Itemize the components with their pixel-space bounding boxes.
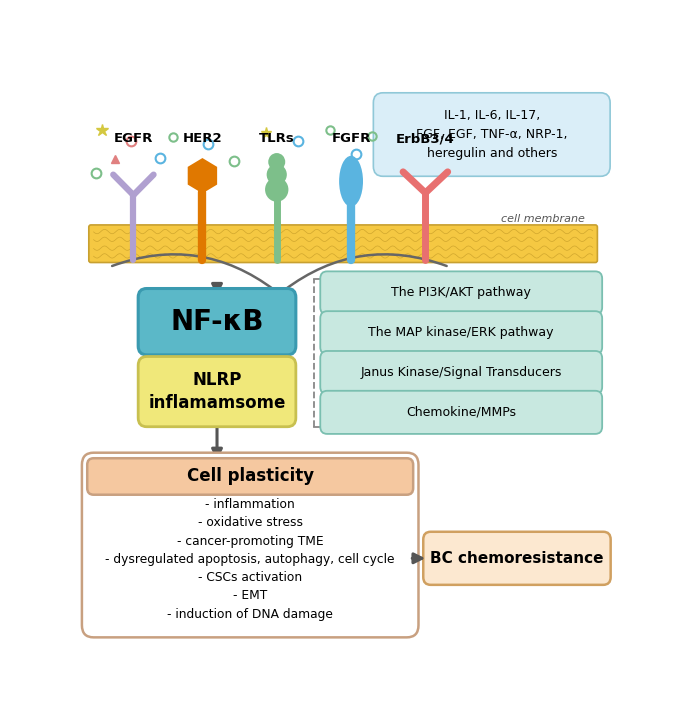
Text: ErbB3/4: ErbB3/4 [396, 132, 455, 145]
Text: NF-κB: NF-κB [171, 308, 264, 336]
Text: Chemokine/MMPs: Chemokine/MMPs [406, 406, 516, 419]
Text: HER2: HER2 [183, 132, 222, 145]
FancyBboxPatch shape [138, 289, 296, 355]
FancyBboxPatch shape [82, 453, 419, 638]
Text: The PI3K/AKT pathway: The PI3K/AKT pathway [391, 286, 531, 299]
Circle shape [269, 153, 285, 171]
Circle shape [266, 164, 287, 185]
FancyBboxPatch shape [423, 532, 610, 585]
Text: - cancer-promoting TME: - cancer-promoting TME [177, 534, 323, 548]
Text: NLRP
inflamamsome: NLRP inflamamsome [149, 370, 286, 412]
Text: - CSCs activation: - CSCs activation [198, 571, 302, 584]
Text: FGFR: FGFR [332, 132, 371, 145]
FancyBboxPatch shape [321, 351, 602, 394]
Text: - induction of DNA damage: - induction of DNA damage [167, 607, 333, 620]
FancyBboxPatch shape [89, 225, 597, 263]
FancyBboxPatch shape [87, 458, 413, 495]
FancyBboxPatch shape [373, 93, 610, 177]
Text: EGFR: EGFR [114, 132, 153, 145]
Text: - oxidative stress: - oxidative stress [198, 516, 303, 529]
Text: - EMT: - EMT [233, 589, 267, 602]
Text: TLRs: TLRs [259, 132, 295, 145]
Ellipse shape [339, 156, 363, 207]
Text: Janus Kinase/Signal Transducers: Janus Kinase/Signal Transducers [360, 366, 562, 379]
Text: BC chemoresistance: BC chemoresistance [430, 551, 603, 566]
Text: Cell plasticity: Cell plasticity [186, 467, 314, 485]
Text: - dysregulated apoptosis, autophagy, cell cycle: - dysregulated apoptosis, autophagy, cel… [105, 553, 395, 566]
Circle shape [265, 177, 288, 202]
FancyBboxPatch shape [321, 271, 602, 314]
Text: IL-1, IL-6, IL-17,
FGF, EGF, TNF-α, NRP-1,
heregulin and others: IL-1, IL-6, IL-17, FGF, EGF, TNF-α, NRP-… [416, 109, 567, 160]
FancyBboxPatch shape [321, 311, 602, 354]
Text: - inflammation: - inflammation [206, 498, 295, 511]
FancyBboxPatch shape [321, 391, 602, 434]
FancyBboxPatch shape [138, 357, 296, 426]
Text: The MAP kinase/ERK pathway: The MAP kinase/ERK pathway [369, 326, 554, 339]
Text: cell membrane: cell membrane [501, 214, 585, 224]
